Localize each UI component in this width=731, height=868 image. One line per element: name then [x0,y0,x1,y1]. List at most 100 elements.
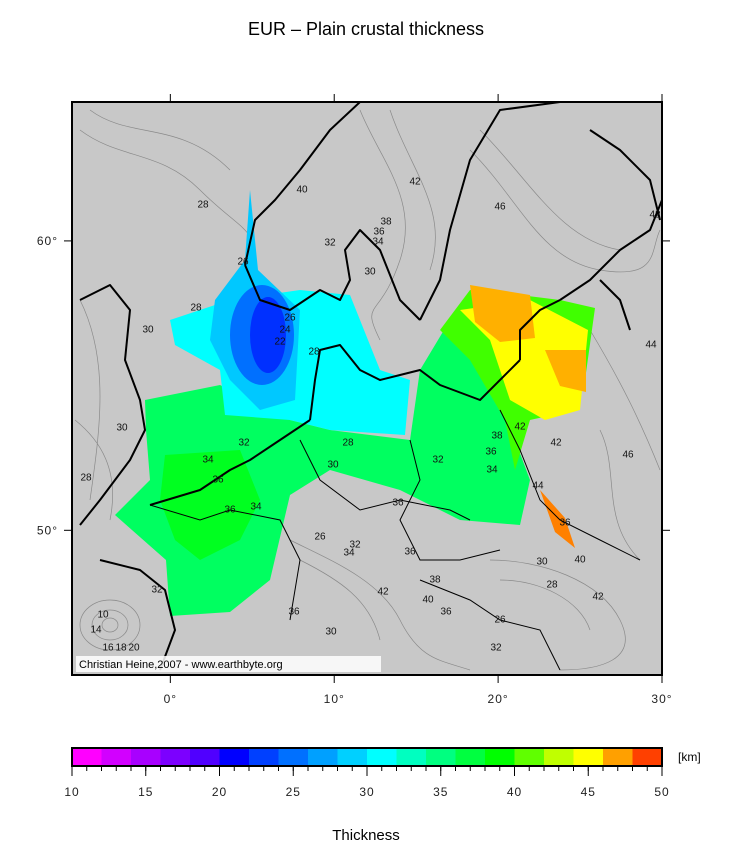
colorbar-segment [337,748,368,766]
contour-label: 26 [237,257,249,268]
contour-label: 34 [372,237,384,248]
contour-label: 46 [494,202,506,213]
colorbar-segment [514,748,545,766]
colorbar-segment [573,748,604,766]
contour-label: 34 [250,502,262,513]
contour-label: 30 [325,627,337,638]
contour-label: 20 [128,643,140,654]
colorbar-segment [101,748,132,766]
contour-label: 42 [409,177,421,188]
colorbar-tick-label: 20 [212,785,227,799]
y-tick-label: 60° [37,234,58,248]
contour-label: 32 [490,643,502,654]
map-frame [71,101,663,676]
colorbar-segment [249,748,279,766]
contour-label: 28 [308,347,320,358]
colorbar-segment [485,748,515,766]
colorbar-segment [308,748,338,766]
contour-label: 40 [422,595,434,606]
contour-label: 28 [546,580,558,591]
colorbar-tick-label: 45 [581,785,596,799]
contour-label: 28 [190,303,202,314]
contour-label: 36 [212,475,224,486]
colorbar-segment [278,748,309,766]
contour-label: 38 [429,575,441,586]
contour-label: 32 [151,585,163,596]
thickness-field [115,190,595,616]
colorbar-segment [426,748,456,766]
contour-label: 30 [364,267,376,278]
colorbar-segment [160,748,191,766]
contour-label: 22 [274,337,286,348]
colorbar-segment [219,748,250,766]
colorbar-tick-label: 50 [654,785,669,799]
contour-label: 44 [645,340,657,351]
colorbar-segment [131,748,161,766]
colorbar-tick-label: 25 [286,785,301,799]
contour-label: 36 [288,607,300,618]
contour-label: 38 [380,217,392,228]
contour-label: 42 [592,592,604,603]
contour-label: 36 [373,227,385,238]
x-tick-label: 30° [651,692,672,706]
contour-label: 26 [284,313,296,324]
contour-label: 36 [224,505,236,516]
colorbar-unit: [km] [678,750,701,764]
colorbar-tick-label: 35 [433,785,448,799]
colorbar-segment [603,748,633,766]
colorbar-segment [544,748,574,766]
contour-label: 10 [97,610,109,621]
x-tick-label: 20° [488,692,509,706]
contour-label: 36 [440,607,452,618]
contour-label: 30 [116,423,128,434]
x-tick-label: 0° [164,692,177,706]
x-tick-label: 10° [324,692,345,706]
contour-label: 28 [197,200,209,211]
colorbar-segment [72,748,102,766]
contour-label: 28 [342,438,354,449]
contour-label: 28 [80,473,92,484]
contour-label: 30 [327,460,339,471]
contour-label: 44 [532,481,544,492]
contour-label: 42 [377,587,389,598]
contour-label: 40 [574,555,586,566]
contours [74,109,661,671]
colorbar-segment [396,748,427,766]
contour-label: 46 [622,450,634,461]
contour-label: 34 [486,465,498,476]
colorbar-tick-label: 30 [359,785,374,799]
colorbar-segment [190,748,220,766]
colorbar-tick-label: 10 [64,785,79,799]
contour-label: 30 [536,557,548,568]
title: EUR – Plain crustal thickness [248,19,484,39]
colorbar-label: Thickness [332,827,400,844]
contour-label: 42 [550,438,562,449]
contour-label: 40 [296,185,308,196]
contour-label: 26 [494,615,506,626]
coastlines [79,102,662,671]
contour-label: 42 [514,422,526,433]
colorbar-segment [632,748,663,766]
contour-label: 36 [485,447,497,458]
contour-label: 16 [102,643,114,654]
contour-label: 34 [343,548,355,559]
contour-label: 34 [202,455,214,466]
contour-label: 18 [115,643,127,654]
contour-label: 30 [142,325,154,336]
contour-label: 24 [279,325,291,336]
contour-label: 38 [491,431,503,442]
colorbar-segment [367,748,397,766]
colorbar-segment [455,748,486,766]
contour-label: 42 [649,210,661,221]
map-body: 2840424642383634323026283026242228443028… [72,102,662,675]
credit: Christian Heine,2007 - www.earthbyte.org [79,659,283,671]
contour-label: 32 [432,455,444,466]
credit-box [76,656,381,672]
colorbar-tick-label: 15 [138,785,153,799]
contour-label: 36 [404,547,416,558]
borders [149,409,641,671]
contour-label: 36 [392,498,404,509]
colorbar-tick-label: 40 [507,785,522,799]
contour-label: 26 [314,532,326,543]
